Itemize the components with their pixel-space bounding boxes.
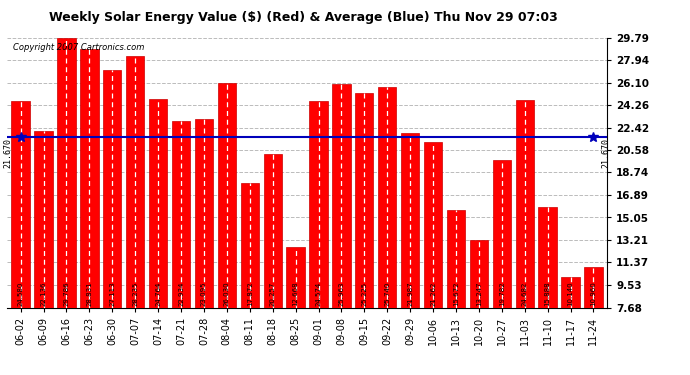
Bar xyxy=(217,83,236,308)
Bar xyxy=(493,160,511,308)
Text: 21.670: 21.670 xyxy=(3,138,12,168)
Text: 22.136: 22.136 xyxy=(41,282,46,306)
Text: 15.672: 15.672 xyxy=(453,282,459,306)
Bar xyxy=(447,210,465,308)
Text: 21.262: 21.262 xyxy=(430,282,436,306)
Bar xyxy=(34,131,52,308)
Bar xyxy=(241,183,259,308)
Text: 25.225: 25.225 xyxy=(362,282,367,306)
Text: 23.095: 23.095 xyxy=(201,282,207,306)
Text: 21.670: 21.670 xyxy=(602,138,611,168)
Text: 10.140: 10.140 xyxy=(568,282,573,306)
Bar xyxy=(470,240,488,308)
Bar xyxy=(378,87,397,308)
Text: 21.987: 21.987 xyxy=(407,282,413,306)
Text: 19.782: 19.782 xyxy=(499,282,505,306)
Text: 10.960: 10.960 xyxy=(591,282,596,306)
Bar xyxy=(333,84,351,308)
Bar xyxy=(126,57,144,308)
Bar xyxy=(286,247,305,308)
Bar xyxy=(515,100,534,308)
Bar xyxy=(80,49,99,308)
Bar xyxy=(195,119,213,308)
Text: Copyright 2007 Cartronics.com: Copyright 2007 Cartronics.com xyxy=(13,43,144,52)
Bar xyxy=(264,154,282,308)
Text: 24.764: 24.764 xyxy=(155,282,161,306)
Bar xyxy=(172,121,190,308)
Text: 25.740: 25.740 xyxy=(384,282,391,306)
Text: 28.235: 28.235 xyxy=(132,282,138,306)
Text: 24.682: 24.682 xyxy=(522,282,528,306)
Text: 12.668: 12.668 xyxy=(293,282,299,306)
Bar xyxy=(57,38,76,308)
Text: 13.247: 13.247 xyxy=(476,282,482,306)
Bar xyxy=(424,142,442,308)
Text: Weekly Solar Energy Value ($) (Red) & Average (Blue) Thu Nov 29 07:03: Weekly Solar Energy Value ($) (Red) & Av… xyxy=(49,11,558,24)
Bar xyxy=(355,93,373,308)
Text: 27.113: 27.113 xyxy=(109,282,115,306)
Text: 24.574: 24.574 xyxy=(315,282,322,306)
Text: 20.257: 20.257 xyxy=(270,282,276,306)
Text: 17.872: 17.872 xyxy=(247,282,253,306)
Text: 25.963: 25.963 xyxy=(338,282,344,306)
Bar xyxy=(309,101,328,308)
Text: 26.030: 26.030 xyxy=(224,282,230,306)
Text: 15.888: 15.888 xyxy=(544,282,551,306)
Text: 22.934: 22.934 xyxy=(178,282,184,306)
Text: 29.786: 29.786 xyxy=(63,282,70,306)
Text: 24.580: 24.580 xyxy=(18,282,23,306)
Text: 28.831: 28.831 xyxy=(86,282,92,306)
Bar xyxy=(12,101,30,308)
Bar xyxy=(103,70,121,308)
Bar xyxy=(584,267,602,308)
Bar xyxy=(401,133,420,308)
Bar xyxy=(538,207,557,308)
Bar xyxy=(562,278,580,308)
Bar xyxy=(149,99,167,308)
